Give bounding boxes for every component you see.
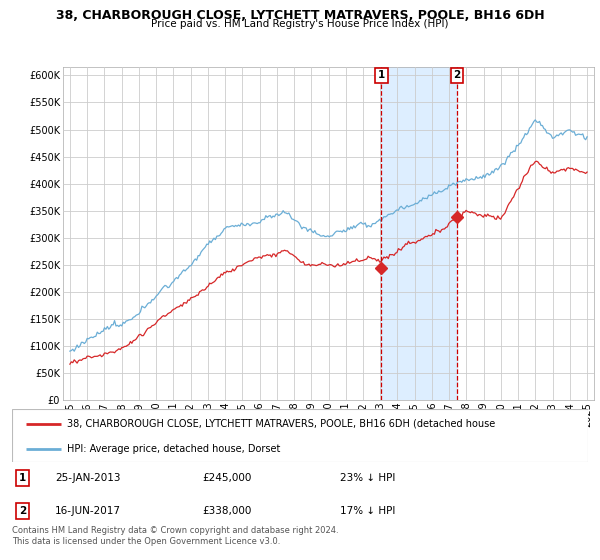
Text: 2: 2 [19,506,26,516]
Text: 17% ↓ HPI: 17% ↓ HPI [340,506,395,516]
Text: 1: 1 [19,473,26,483]
Text: £245,000: £245,000 [202,473,251,483]
Text: Contains HM Land Registry data © Crown copyright and database right 2024.
This d: Contains HM Land Registry data © Crown c… [12,526,338,546]
Bar [382,67,457,400]
Text: 38, CHARBOROUGH CLOSE, LYTCHETT MATRAVERS, POOLE, BH16 6DH (detached house: 38, CHARBOROUGH CLOSE, LYTCHETT MATRAVER… [67,419,495,429]
Text: 25-JAN-2013: 25-JAN-2013 [55,473,121,483]
Text: Price paid vs. HM Land Registry's House Price Index (HPI): Price paid vs. HM Land Registry's House … [151,19,449,29]
Text: 2: 2 [454,71,461,80]
Text: 38, CHARBOROUGH CLOSE, LYTCHETT MATRAVERS, POOLE, BH16 6DH: 38, CHARBOROUGH CLOSE, LYTCHETT MATRAVER… [56,9,544,22]
Text: 1: 1 [378,71,385,80]
Text: HPI: Average price, detached house, Dorset: HPI: Average price, detached house, Dors… [67,444,280,454]
Text: 16-JUN-2017: 16-JUN-2017 [55,506,121,516]
Text: 23% ↓ HPI: 23% ↓ HPI [340,473,395,483]
Text: £338,000: £338,000 [202,506,251,516]
